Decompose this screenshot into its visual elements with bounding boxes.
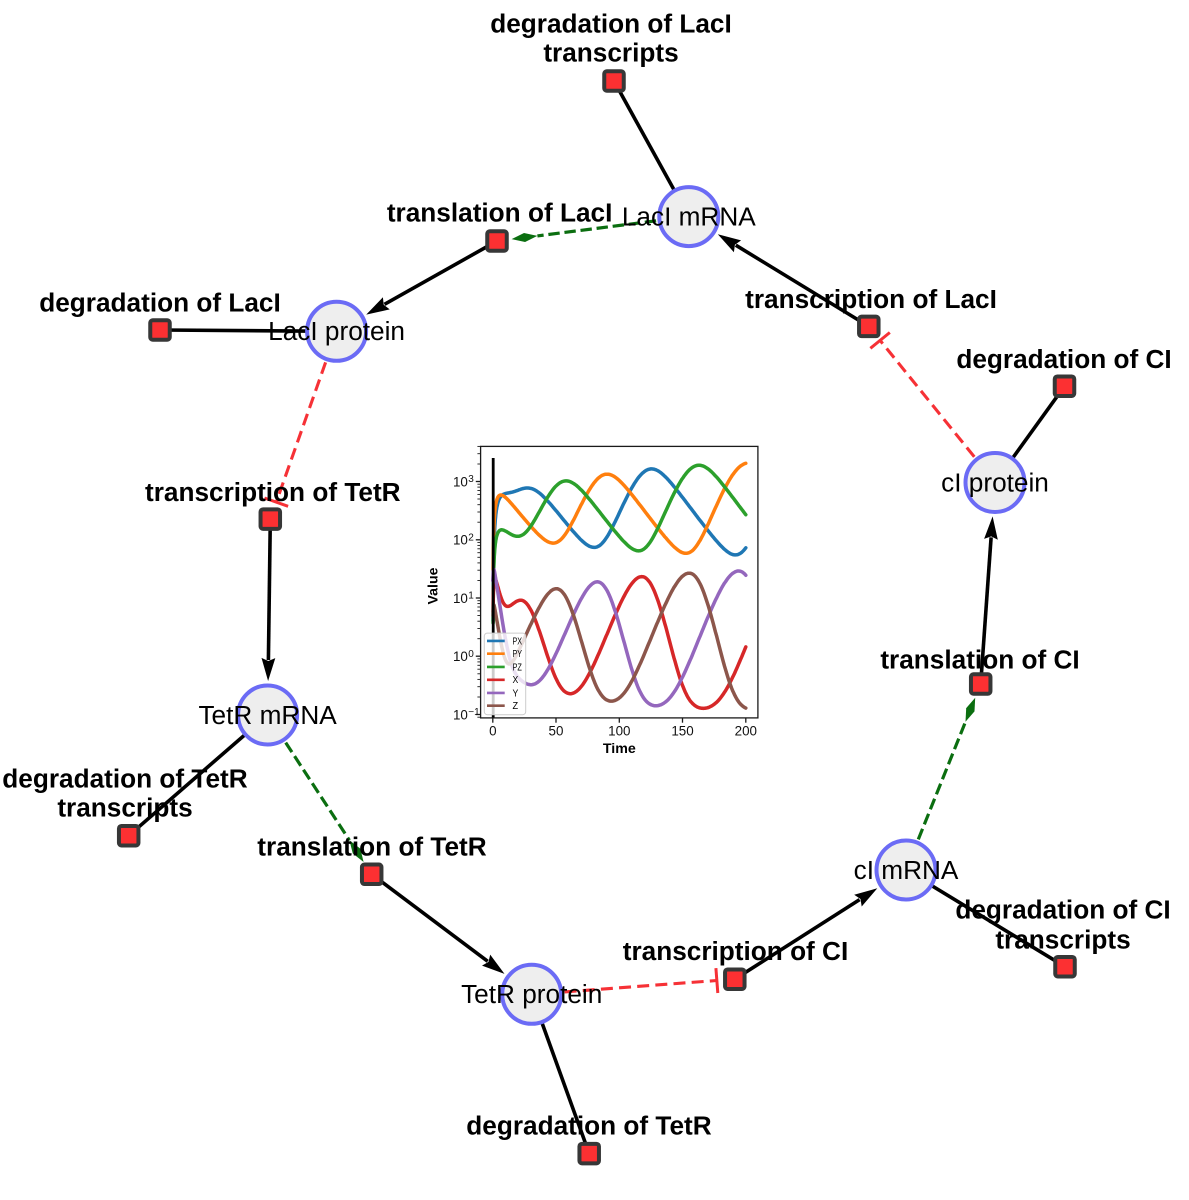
svg-text:10: 10: [453, 591, 468, 606]
svg-text:1: 1: [468, 591, 474, 602]
svg-text:TetR protein: TetR protein: [461, 979, 602, 1009]
svg-text:0: 0: [468, 649, 474, 660]
svg-text:2: 2: [468, 532, 474, 543]
svg-text:transcription of TetR: transcription of TetR: [145, 477, 401, 507]
svg-text:transcripts: transcripts: [57, 793, 192, 823]
svg-text:−1: −1: [468, 707, 480, 718]
svg-text:Time: Time: [603, 741, 636, 757]
svg-text:X: X: [513, 675, 519, 686]
svg-text:TetR mRNA: TetR mRNA: [198, 700, 337, 730]
svg-text:Value: Value: [426, 567, 442, 604]
svg-text:cI mRNA: cI mRNA: [854, 855, 959, 885]
svg-text:Z: Z: [513, 701, 519, 712]
svg-text:transcription of LacI: transcription of LacI: [745, 284, 997, 314]
svg-text:LacI protein: LacI protein: [268, 316, 405, 346]
svg-text:PY: PY: [513, 649, 523, 660]
svg-text:200: 200: [735, 723, 757, 738]
svg-text:100: 100: [608, 723, 630, 738]
svg-text:150: 150: [671, 723, 693, 738]
svg-text:degradation of CI: degradation of CI: [955, 895, 1170, 925]
svg-text:Y: Y: [513, 688, 519, 699]
svg-text:10: 10: [453, 649, 468, 664]
svg-text:translation of CI: translation of CI: [880, 645, 1079, 675]
svg-text:degradation of CI: degradation of CI: [956, 344, 1171, 374]
svg-text:degradation of LacI: degradation of LacI: [490, 9, 732, 39]
svg-text:PZ: PZ: [513, 662, 522, 673]
svg-text:degradation of LacI: degradation of LacI: [39, 288, 281, 318]
svg-text:cI protein: cI protein: [941, 467, 1049, 497]
svg-text:0: 0: [489, 723, 496, 738]
svg-text:PX: PX: [513, 636, 523, 647]
svg-text:translation of TetR: translation of TetR: [257, 832, 486, 862]
svg-text:50: 50: [549, 723, 564, 738]
svg-text:transcription of CI: transcription of CI: [623, 936, 849, 966]
svg-text:10: 10: [453, 707, 468, 722]
svg-text:3: 3: [468, 474, 474, 485]
svg-text:10: 10: [453, 474, 468, 489]
svg-text:degradation of TetR: degradation of TetR: [2, 764, 247, 794]
svg-text:10: 10: [453, 533, 468, 548]
svg-text:translation of LacI: translation of LacI: [387, 198, 613, 228]
svg-text:LacI mRNA: LacI mRNA: [622, 201, 756, 231]
svg-text:degradation of TetR: degradation of TetR: [466, 1111, 711, 1141]
svg-text:transcripts: transcripts: [995, 925, 1130, 955]
svg-text:transcripts: transcripts: [543, 37, 678, 67]
